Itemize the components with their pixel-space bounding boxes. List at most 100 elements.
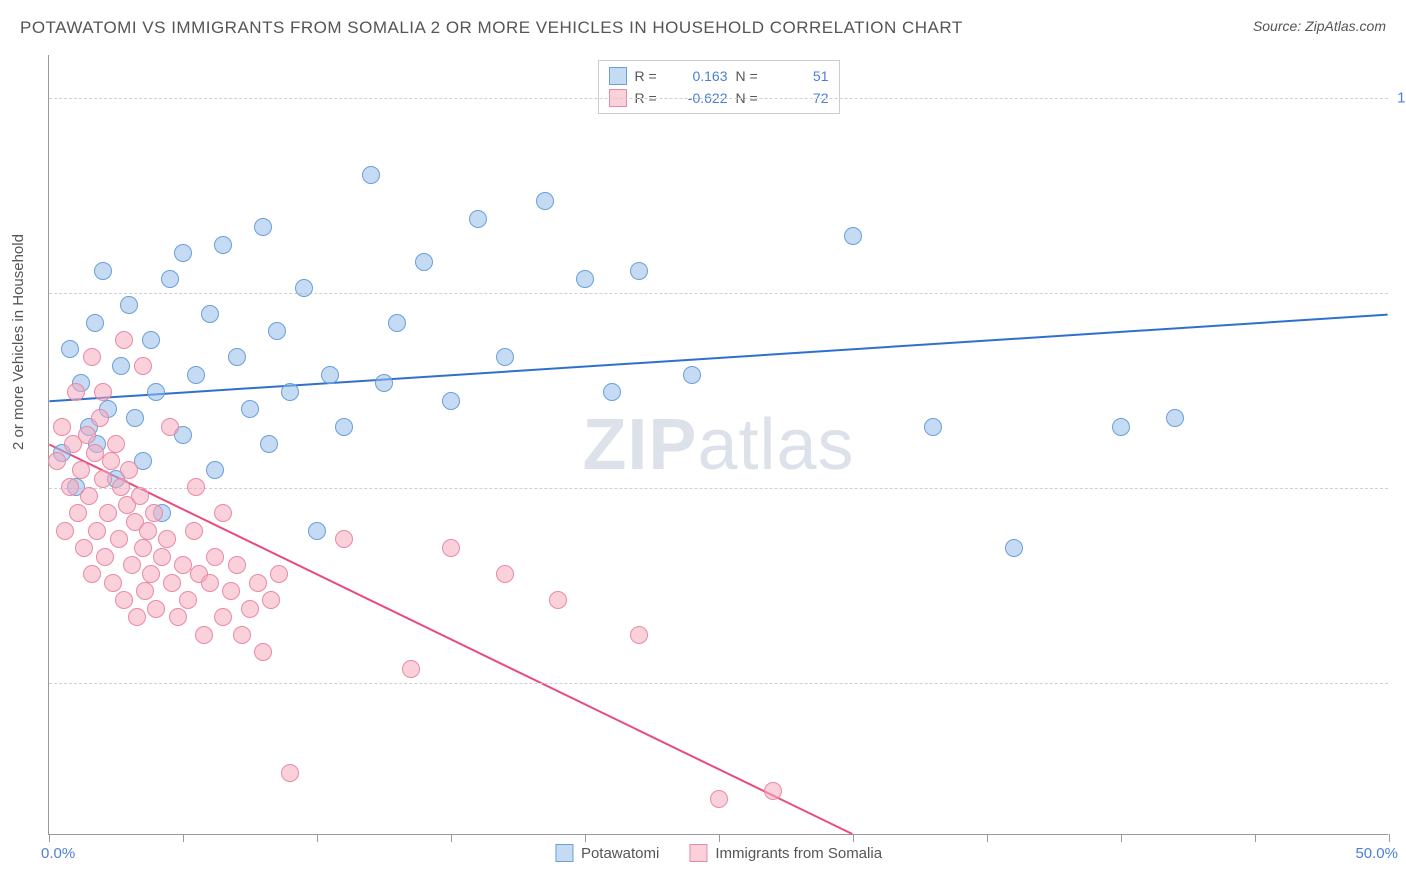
- x-tick: [49, 834, 50, 842]
- data-point: [179, 591, 197, 609]
- gridline: [49, 683, 1388, 684]
- data-point: [281, 764, 299, 782]
- data-point: [469, 210, 487, 228]
- data-point: [94, 262, 112, 280]
- x-tick: [987, 834, 988, 842]
- y-tick-label: 100.0%: [1397, 90, 1406, 107]
- data-point: [536, 192, 554, 210]
- data-point: [228, 348, 246, 366]
- data-point: [270, 565, 288, 583]
- data-point: [214, 236, 232, 254]
- legend-label-2: Immigrants from Somalia: [715, 845, 882, 862]
- data-point: [88, 522, 106, 540]
- data-point: [147, 600, 165, 618]
- x-tick: [585, 834, 586, 842]
- data-point: [112, 357, 130, 375]
- x-tick: [451, 834, 452, 842]
- data-point: [142, 331, 160, 349]
- data-point: [185, 522, 203, 540]
- data-point: [549, 591, 567, 609]
- data-point: [69, 504, 87, 522]
- data-point: [241, 600, 259, 618]
- data-point: [260, 435, 278, 453]
- data-point: [91, 409, 109, 427]
- data-point: [206, 548, 224, 566]
- data-point: [1112, 418, 1130, 436]
- data-point: [249, 574, 267, 592]
- data-point: [136, 582, 154, 600]
- trend-line: [49, 445, 852, 835]
- data-point: [126, 409, 144, 427]
- chart-title: POTAWATOMI VS IMMIGRANTS FROM SOMALIA 2 …: [20, 18, 963, 38]
- data-point: [107, 435, 125, 453]
- data-point: [78, 426, 96, 444]
- data-point: [147, 383, 165, 401]
- data-point: [134, 357, 152, 375]
- legend-item-series-1: Potawatomi: [555, 844, 659, 862]
- x-tick-label-min: 0.0%: [41, 845, 75, 862]
- source-label: Source: ZipAtlas.com: [1253, 18, 1386, 34]
- data-point: [163, 574, 181, 592]
- data-point: [281, 383, 299, 401]
- data-point: [187, 366, 205, 384]
- data-point: [241, 400, 259, 418]
- data-point: [110, 530, 128, 548]
- data-point: [764, 782, 782, 800]
- data-point: [362, 166, 380, 184]
- trend-lines: [49, 55, 1388, 834]
- data-point: [83, 348, 101, 366]
- data-point: [308, 522, 326, 540]
- data-point: [67, 383, 85, 401]
- y-axis-label: 2 or more Vehicles in Household: [10, 234, 27, 450]
- data-point: [415, 253, 433, 271]
- data-point: [94, 383, 112, 401]
- data-point: [61, 340, 79, 358]
- legend-label-1: Potawatomi: [581, 845, 659, 862]
- trend-line: [49, 315, 1387, 402]
- data-point: [1166, 409, 1184, 427]
- swatch-bottom-1: [555, 844, 573, 862]
- data-point: [710, 790, 728, 808]
- data-point: [48, 452, 66, 470]
- data-point: [630, 262, 648, 280]
- data-point: [442, 392, 460, 410]
- data-point: [153, 548, 171, 566]
- data-point: [94, 470, 112, 488]
- data-point: [161, 418, 179, 436]
- data-point: [174, 244, 192, 262]
- x-tick: [853, 834, 854, 842]
- data-point: [134, 539, 152, 557]
- data-point: [120, 461, 138, 479]
- data-point: [442, 539, 460, 557]
- data-point: [96, 548, 114, 566]
- data-point: [128, 608, 146, 626]
- x-tick: [719, 834, 720, 842]
- data-point: [123, 556, 141, 574]
- data-point: [630, 626, 648, 644]
- data-point: [161, 270, 179, 288]
- data-point: [158, 530, 176, 548]
- data-point: [115, 331, 133, 349]
- x-tick: [183, 834, 184, 842]
- data-point: [295, 279, 313, 297]
- x-tick-label-max: 50.0%: [1355, 845, 1398, 862]
- data-point: [388, 314, 406, 332]
- data-point: [268, 322, 286, 340]
- data-point: [924, 418, 942, 436]
- data-point: [683, 366, 701, 384]
- data-point: [102, 452, 120, 470]
- data-point: [844, 227, 862, 245]
- data-point: [375, 374, 393, 392]
- data-point: [201, 305, 219, 323]
- data-point: [335, 530, 353, 548]
- gridline: [49, 98, 1388, 99]
- data-point: [83, 565, 101, 583]
- data-point: [80, 487, 98, 505]
- data-point: [61, 478, 79, 496]
- data-point: [254, 218, 272, 236]
- data-point: [53, 418, 71, 436]
- data-point: [145, 504, 163, 522]
- data-point: [222, 582, 240, 600]
- data-point: [99, 504, 117, 522]
- data-point: [131, 487, 149, 505]
